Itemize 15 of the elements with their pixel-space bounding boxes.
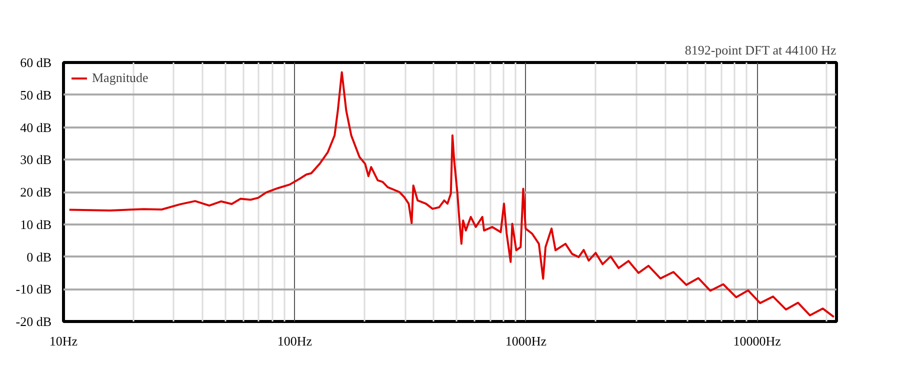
y-tick-label: 0 dB	[26, 249, 52, 264]
y-tick-label: 20 dB	[20, 184, 52, 200]
legend-label: Magnitude	[92, 70, 148, 86]
y-tick-label: 60 dB	[20, 55, 52, 70]
y-tick-label: 40 dB	[20, 120, 52, 135]
chart-subtitle: 8192-point DFT at 44100 Hz	[684, 42, 836, 58]
y-tick-label: -10 dB	[16, 282, 52, 297]
y-tick-label: 30 dB	[20, 152, 52, 168]
x-tick-label: 10000Hz	[733, 334, 782, 348]
y-tick-label: -20 dB	[16, 314, 52, 329]
x-tick-label: 10Hz	[49, 334, 78, 348]
x-tick-label: 1000Hz	[505, 334, 547, 348]
x-tick-label: 100Hz	[277, 334, 312, 348]
y-tick-label: 10 dB	[20, 216, 52, 232]
y-tick-label: 50 dB	[20, 87, 52, 102]
